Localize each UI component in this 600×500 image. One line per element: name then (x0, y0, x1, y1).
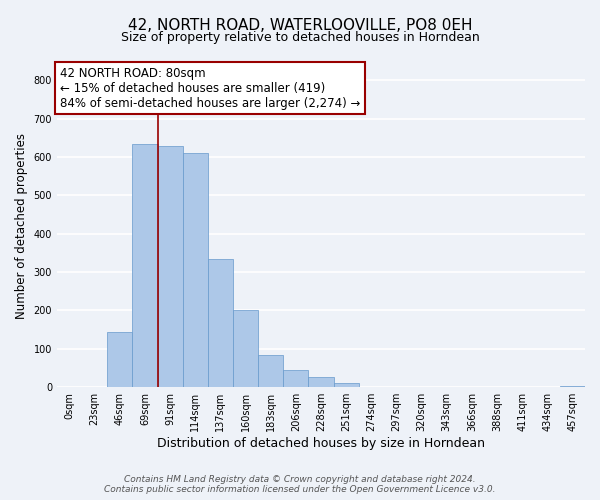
Bar (283, 370, 308, 387)
Bar (258, 356, 283, 387)
Text: Size of property relative to detached houses in Horndean: Size of property relative to detached ho… (121, 31, 479, 44)
Bar (560, 386, 585, 387)
Bar (308, 377, 334, 387)
Bar (182, 153, 208, 387)
X-axis label: Distribution of detached houses by size in Horndean: Distribution of detached houses by size … (157, 437, 485, 450)
Bar (133, 144, 158, 387)
Bar (334, 382, 359, 387)
Text: 42, NORTH ROAD, WATERLOOVILLE, PO8 0EH: 42, NORTH ROAD, WATERLOOVILLE, PO8 0EH (128, 18, 472, 32)
Bar (158, 146, 182, 387)
Bar (208, 260, 233, 387)
Bar (233, 310, 258, 387)
Y-axis label: Number of detached properties: Number of detached properties (15, 133, 28, 319)
Text: 42 NORTH ROAD: 80sqm
← 15% of detached houses are smaller (419)
84% of semi-deta: 42 NORTH ROAD: 80sqm ← 15% of detached h… (59, 66, 360, 110)
Bar (107, 332, 133, 387)
Text: Contains HM Land Registry data © Crown copyright and database right 2024.
Contai: Contains HM Land Registry data © Crown c… (104, 474, 496, 494)
